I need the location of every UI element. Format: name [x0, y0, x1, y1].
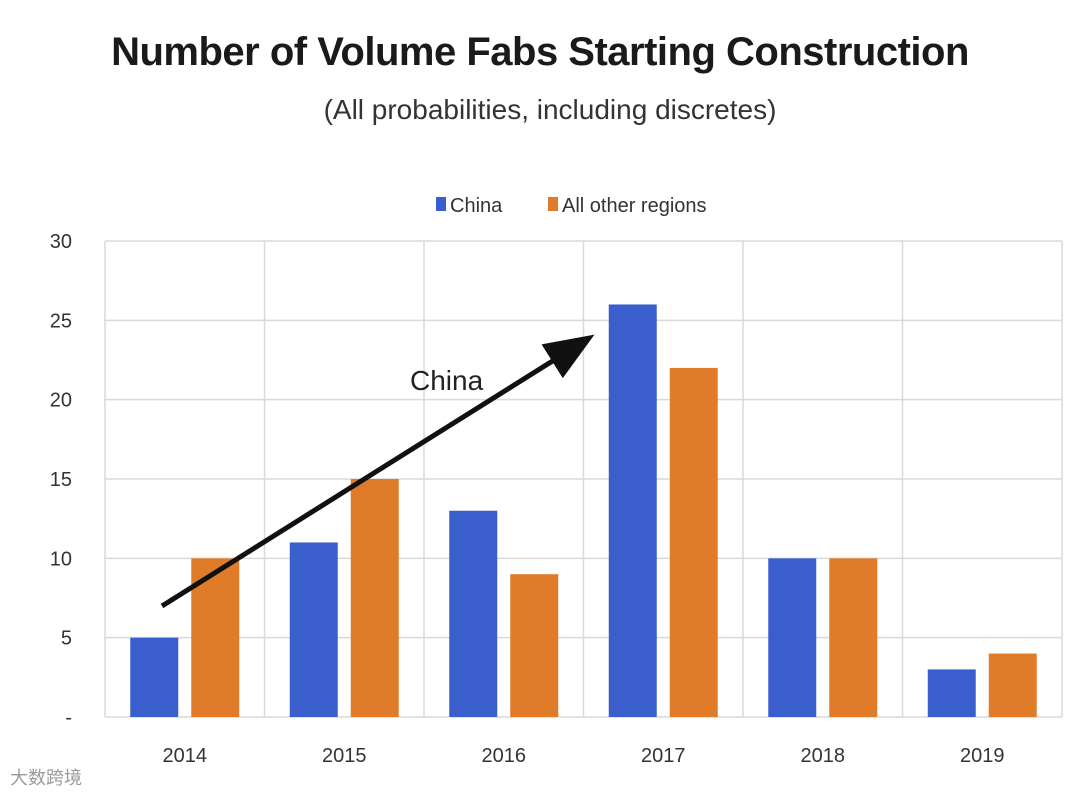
- x-tick-label: 2017: [641, 745, 686, 767]
- bar-other-regions-2017: [669, 367, 718, 717]
- y-tick-label: -: [65, 707, 72, 729]
- x-tick-label: 2014: [163, 745, 208, 767]
- y-tick-label: 20: [50, 390, 72, 412]
- x-tick-label: 2019: [960, 745, 1005, 767]
- bar-china-2015: [289, 542, 338, 717]
- y-tick-label: 30: [50, 231, 72, 253]
- bar-other-regions-2016: [510, 574, 559, 717]
- chart-grid: [104, 240, 1063, 718]
- legend-label: China: [450, 195, 503, 217]
- bar-china-2014: [130, 637, 179, 717]
- bar-china-2019: [927, 669, 976, 717]
- y-axis-ticks: - 5 10 15 20 25 30: [50, 231, 72, 729]
- legend-swatch: [548, 197, 558, 211]
- x-tick-label: 2018: [801, 745, 846, 767]
- x-axis-ticks: 2014 2015 2016 2017 2018 2019: [163, 745, 1005, 767]
- y-tick-label: 15: [50, 469, 72, 491]
- x-tick-label: 2016: [482, 745, 527, 767]
- trend-arrow: [160, 334, 595, 609]
- bar-china-2018: [768, 558, 817, 717]
- watermark-text: 大数跨境: [10, 768, 82, 788]
- bar-other-regions-2018: [829, 558, 878, 717]
- chart-subtitle: (All probabilities, including discretes): [323, 94, 777, 125]
- bar-china-2017: [608, 304, 657, 717]
- y-tick-label: 5: [61, 628, 72, 650]
- bar-china-2016: [449, 510, 498, 717]
- bar-other-regions-2019: [988, 653, 1037, 717]
- annotation-label: China: [410, 365, 484, 396]
- legend-swatch: [436, 197, 446, 211]
- chart-legend: China All other regions: [436, 195, 707, 217]
- trend-annotation: China: [160, 334, 595, 609]
- x-tick-label: 2015: [322, 745, 367, 767]
- y-tick-label: 10: [50, 548, 72, 570]
- chart-bars: [130, 304, 1037, 717]
- bar-other-regions-2015: [350, 479, 399, 717]
- legend-label: All other regions: [562, 195, 707, 217]
- chart-title: Number of Volume Fabs Starting Construct…: [111, 30, 969, 74]
- y-tick-label: 25: [50, 310, 72, 332]
